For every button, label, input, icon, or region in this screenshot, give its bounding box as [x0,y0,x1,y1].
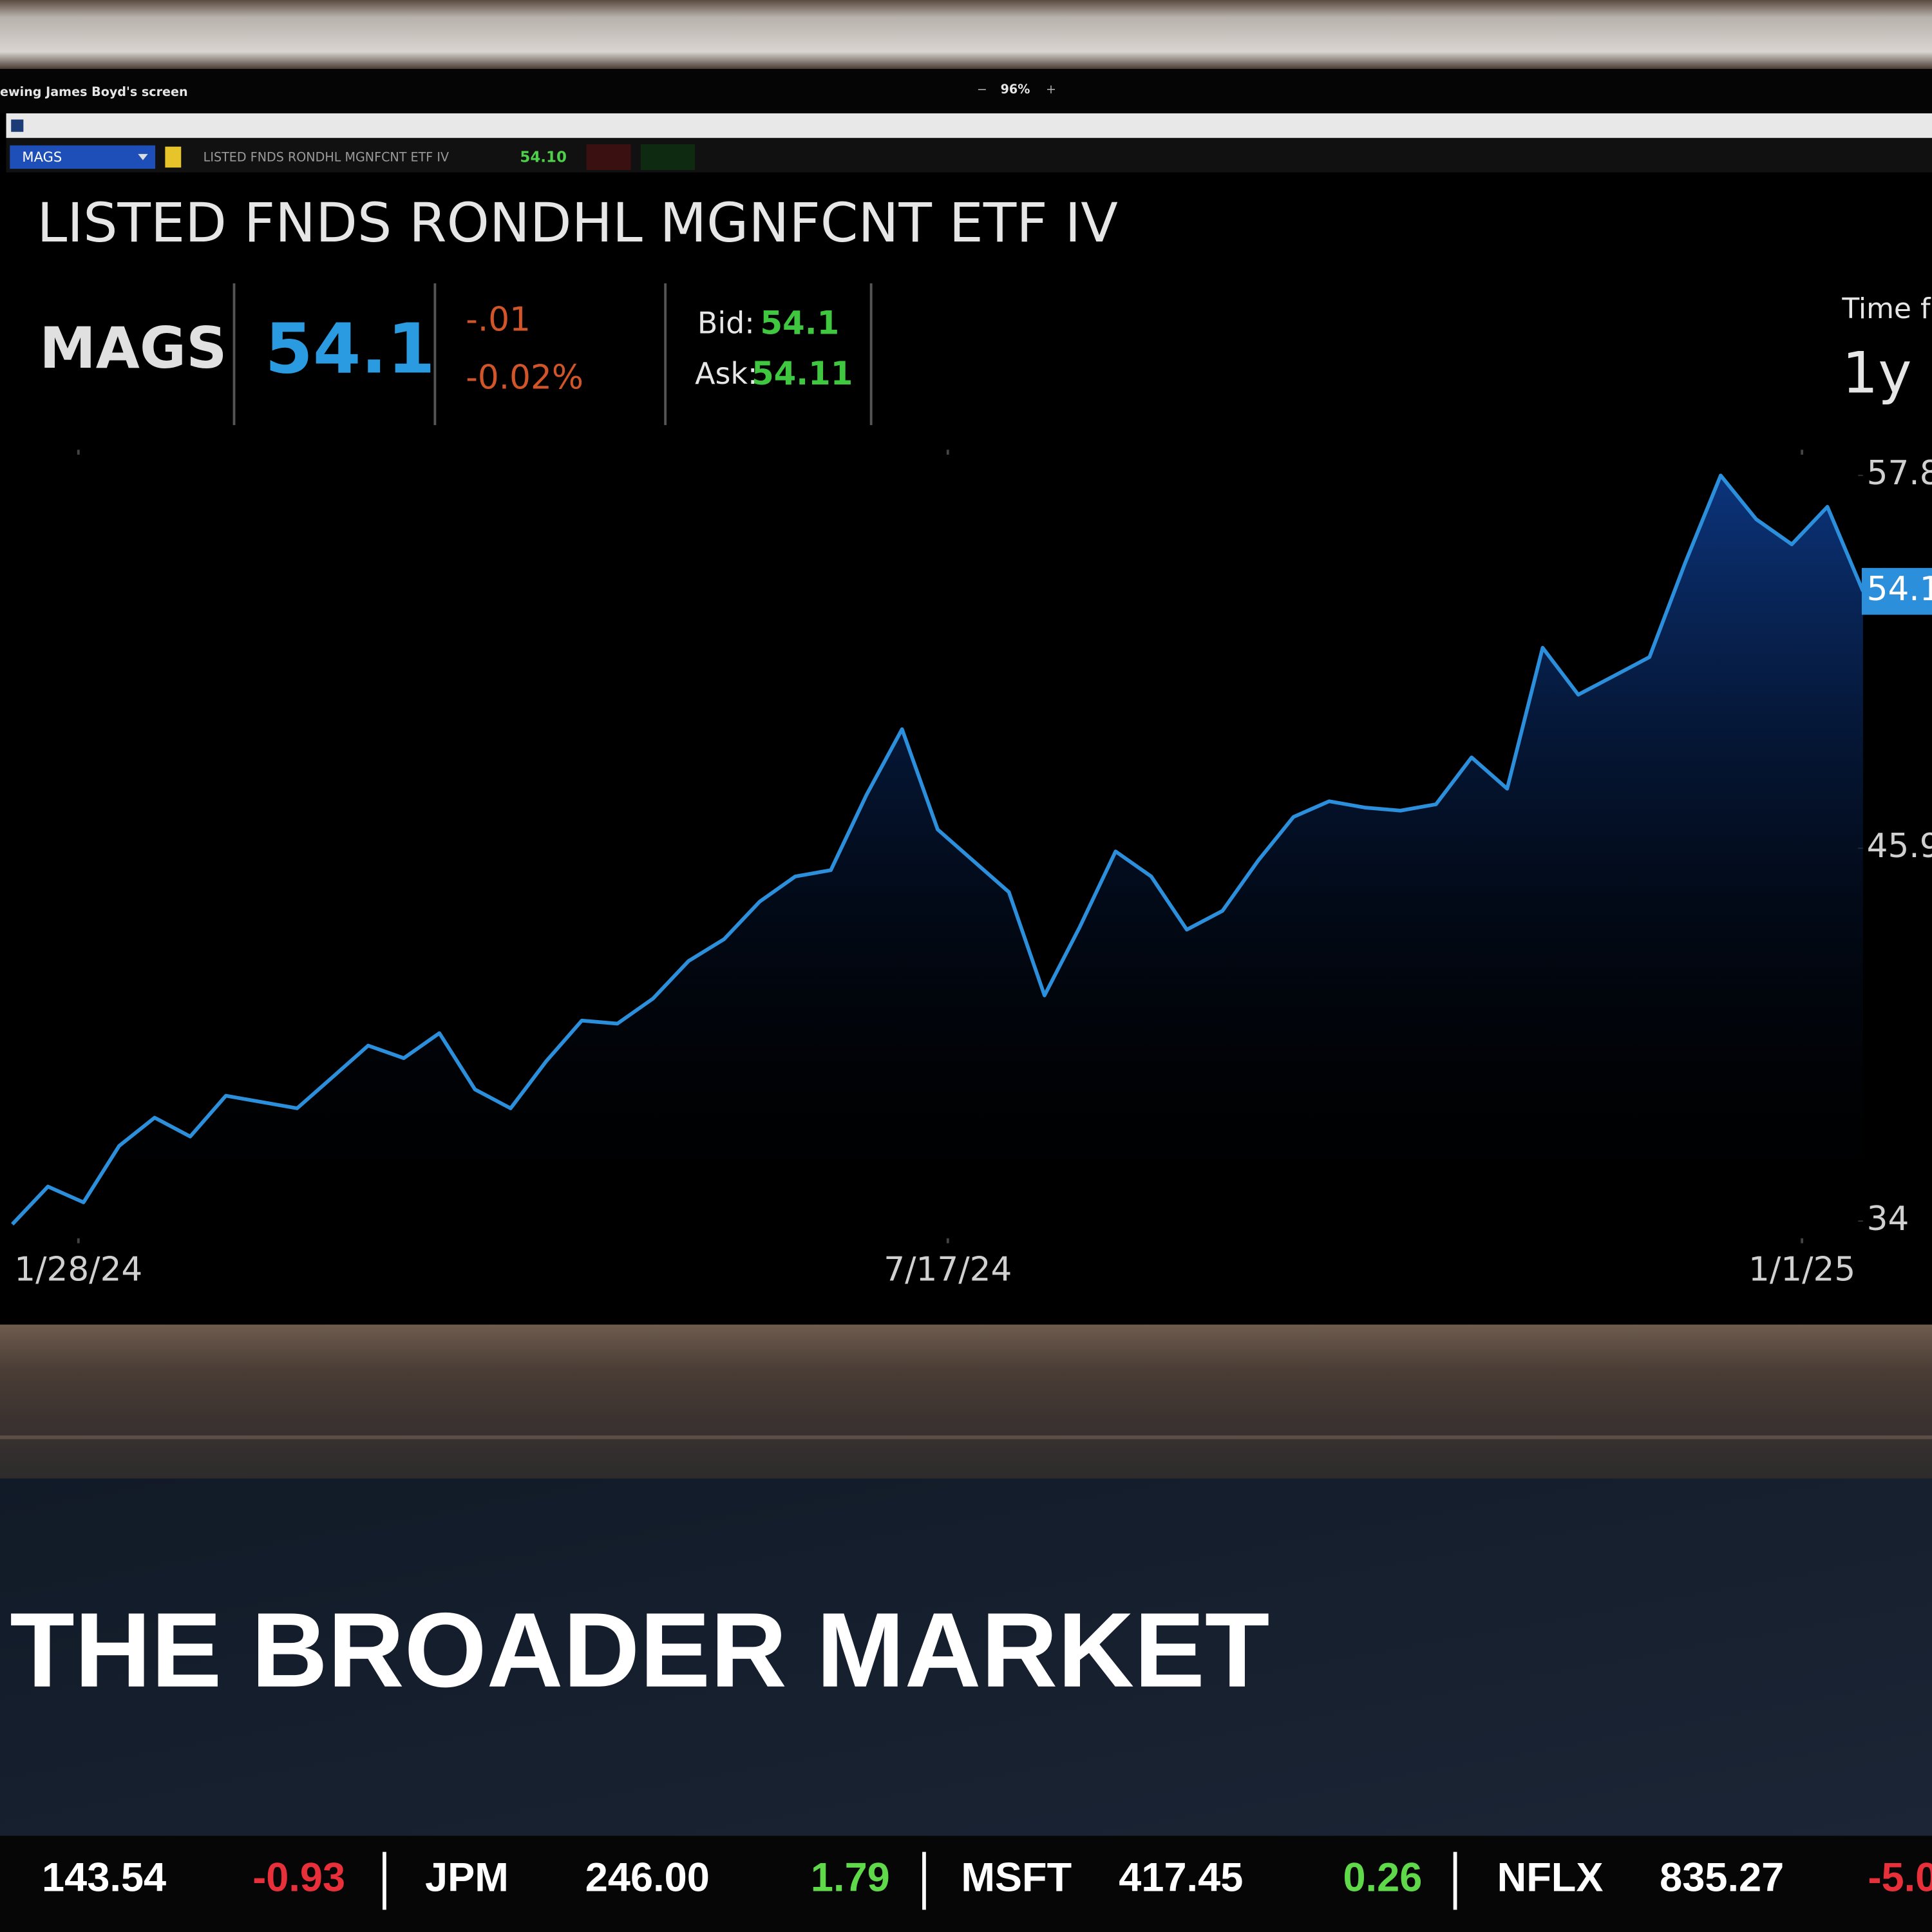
toolbar [6,138,1932,173]
ticker-price: 246.00 [585,1855,710,1900]
y-tick-label: 34 [1867,1200,1909,1238]
price-line [11,473,1865,1226]
quote-change-pct: -0.02% [466,358,583,397]
symbol-input[interactable] [10,145,156,169]
timeframe-label: Time fr [1841,292,1932,325]
ask-value: 54.11 [752,355,853,392]
toolbar-bidask-box [640,144,696,171]
window-icon [11,119,24,132]
symbol-input-text: MAGS [22,149,62,165]
quote-last: 54.1 [265,309,435,389]
ticker-symbol: JPM [425,1855,509,1900]
viewer-label: ewing James Boyd's screen [0,84,188,99]
x-tick-label: 7/17/24 [884,1250,1012,1289]
ticker-symbol: MSFT [961,1855,1072,1900]
x-tick-label: 1/1/25 [1748,1250,1855,1289]
ticker-price: 417.45 [1119,1855,1243,1900]
ticker-change: -0.93 [252,1855,345,1900]
timeframe-value[interactable]: 1y : [1842,339,1932,406]
quote-symbol: MAGS [39,315,227,381]
lower-third [0,1478,1932,1836]
dropdown-arrow[interactable] [138,154,148,160]
zoom-level: 96% [1001,82,1030,97]
ticker-change: 0.26 [1343,1855,1422,1900]
instrument-title: LISTED FNDS RONDHL MGNFCNT ETF IV [37,191,1117,254]
last-value-label: 54.1 [1867,570,1932,609]
zoom-in[interactable]: + [1046,82,1056,97]
x-tick-label: 1/28/24 [14,1250,142,1289]
frame-top [0,0,1932,70]
toolbar-last: 54.10 [520,149,567,166]
y-tick-label: 45.9 [1867,827,1932,866]
y-tick-label: 57.8 [1867,454,1932,493]
search-icon[interactable] [165,146,182,168]
zoom-out[interactable]: − [977,82,987,97]
ticker-symbol: NFLX [1497,1855,1604,1900]
bid-value: 54.1 [760,305,839,342]
ticker-change: -5.0 [1868,1855,1932,1900]
ticker-price: 143.54 [42,1855,166,1900]
headline: THE BROADER MARKET [10,1591,1269,1709]
viewer-bar [0,69,1932,114]
toolbar-change-box [586,144,631,171]
bezel-edge [0,1435,1932,1439]
ask-label: Ask: [695,356,757,391]
last-value-box [1861,567,1932,615]
window-title-bar [6,113,1932,138]
ticker-change: 1.79 [811,1855,890,1900]
monitor-bezel [0,1324,1932,1479]
toolbar-description: LISTED FNDS RONDHL MGNFCNT ETF IV [204,149,449,164]
area-fill [12,475,1863,1238]
quote-change: -.01 [466,300,531,339]
ticker-price: 835.27 [1660,1855,1784,1900]
plot: 34 45.9 57.8 1/28/24 7/17/24 1/1/25 54.1 [11,450,1932,1289]
ticker-bar [0,1835,1932,1932]
bid-label: Bid: [697,306,755,341]
